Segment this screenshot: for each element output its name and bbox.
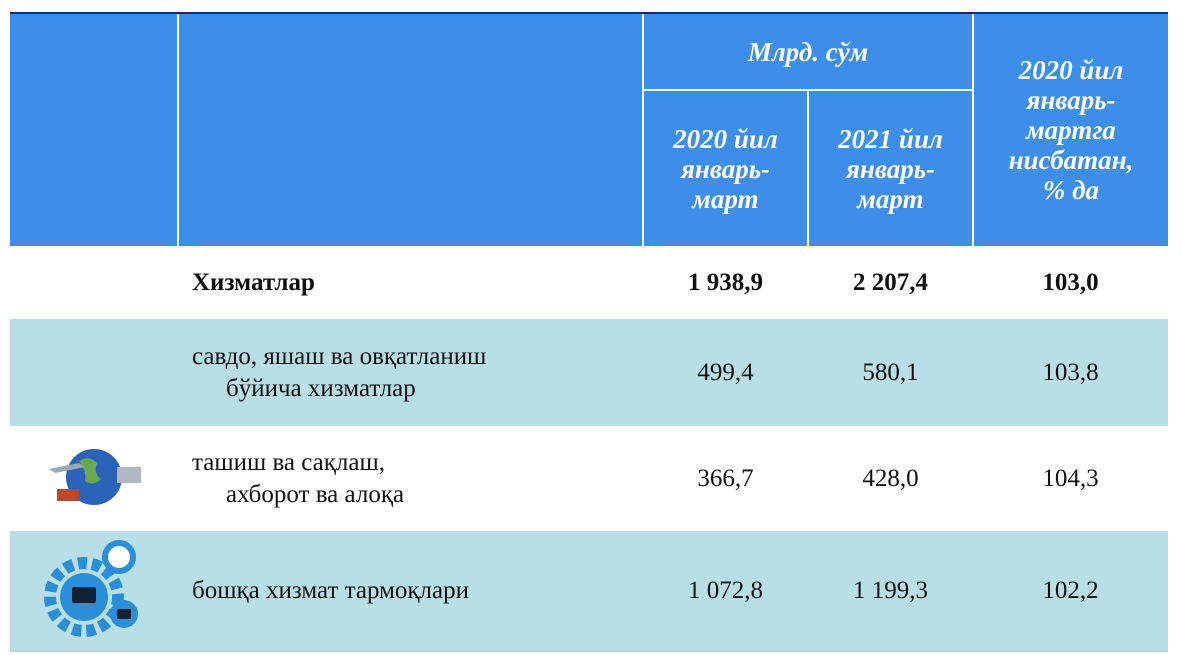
value-cell: 1 938,9 (688, 268, 763, 296)
header-line: мартга (1026, 115, 1116, 145)
row-label: савдо, яшаш ва овқатланиш бўйича хизматла… (178, 319, 643, 426)
icon-cell (10, 319, 178, 426)
row-label: бошқа хизмат тармоқлари (178, 531, 643, 652)
header-row: Млрд. сўм 2020 йил январь-мартга нисбатан,… (10, 12, 1168, 246)
value-cell: 428,0 (862, 464, 919, 492)
icon-cell (10, 246, 178, 319)
value-cell: 1 072,8 (643, 531, 808, 652)
header-line: 2020 йил (1018, 55, 1124, 85)
row-label: ташиш ва сақлаш, ахборот ва алоқа (178, 426, 643, 531)
value-cell: 499,4 (643, 319, 808, 426)
label-line: бўйича хизматлар (226, 374, 416, 402)
value-cell: 1 199,3 (808, 531, 973, 652)
header-line: нисбатан, (1008, 145, 1134, 175)
label-line: ташиш ва сақлаш, (192, 448, 385, 476)
header-line: % да (1042, 175, 1100, 205)
label-line: ахборот ва алоқа (226, 480, 405, 508)
value-cell: 103,8 (973, 319, 1168, 426)
header-line: 2020 йил (673, 123, 778, 154)
gears-icon (44, 539, 138, 637)
header-line: март (692, 183, 759, 214)
header-unit: Млрд. сўм (642, 12, 973, 90)
icon-cell (10, 531, 178, 652)
value-cell: 103,0 (1042, 268, 1099, 296)
header-cell: 2020 йил январь-мартга нисбатан,% да (972, 12, 1168, 246)
header-line: январь- (1026, 85, 1116, 115)
value-cell: 2 207,4 (853, 268, 928, 296)
header-cell (10, 12, 178, 246)
header-line: 2021 йил (838, 123, 943, 154)
label-line: савдо, яшаш ва овқатланиш (192, 342, 487, 370)
header-cell: 2020 йил январь-март (642, 89, 808, 246)
table-row: Хизматлар 1 938,9 2 207,4 103,0 (10, 246, 1168, 319)
header-line: март (857, 183, 924, 214)
header-cell (177, 12, 643, 246)
header-row: 2020 йил январь-март 2021 йил январь-март (10, 89, 1168, 246)
icon-cell (10, 426, 178, 531)
globe-icon (49, 449, 141, 505)
header-cell: 2021 йил январь-март (807, 89, 973, 246)
table-row: савдо, яшаш ва овқатланиш бўйича хизматла… (10, 319, 1168, 426)
value-cell: 104,3 (1042, 464, 1099, 492)
value-cell: 366,7 (697, 464, 754, 492)
table-row: бошқа хизмат тармоқлари 1 072,8 1 199,3 102… (10, 531, 1168, 652)
table-row: ташиш ва сақлаш, ахборот ва алоқа 366,7 428… (10, 426, 1168, 531)
label-line: бошқа хизмат тармоқлари (192, 577, 470, 604)
data-table: Млрд. сўм 2020 йил январь-мартга нисбатан,… (10, 12, 1168, 652)
value-cell: 102,2 (973, 531, 1168, 652)
header-line: январь- (845, 153, 936, 184)
value-cell: 580,1 (808, 319, 973, 426)
label-line: Хизматлар (192, 268, 315, 296)
header-line: январь- (680, 153, 771, 184)
row-label: Хизматлар (178, 246, 643, 319)
